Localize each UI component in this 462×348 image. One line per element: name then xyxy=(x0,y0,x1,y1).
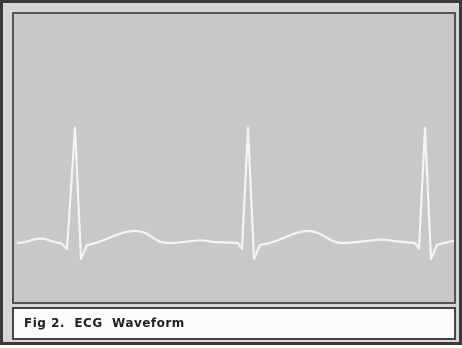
page: Fig 2. ECG Waveform (() => { const data … xyxy=(0,0,462,345)
figure-caption: Fig 2. ECG Waveform xyxy=(12,307,456,340)
ecg-waveform xyxy=(17,128,454,259)
ecg-waveform-layer xyxy=(3,3,462,348)
figure-frame: Fig 2. ECG Waveform xyxy=(0,0,462,345)
